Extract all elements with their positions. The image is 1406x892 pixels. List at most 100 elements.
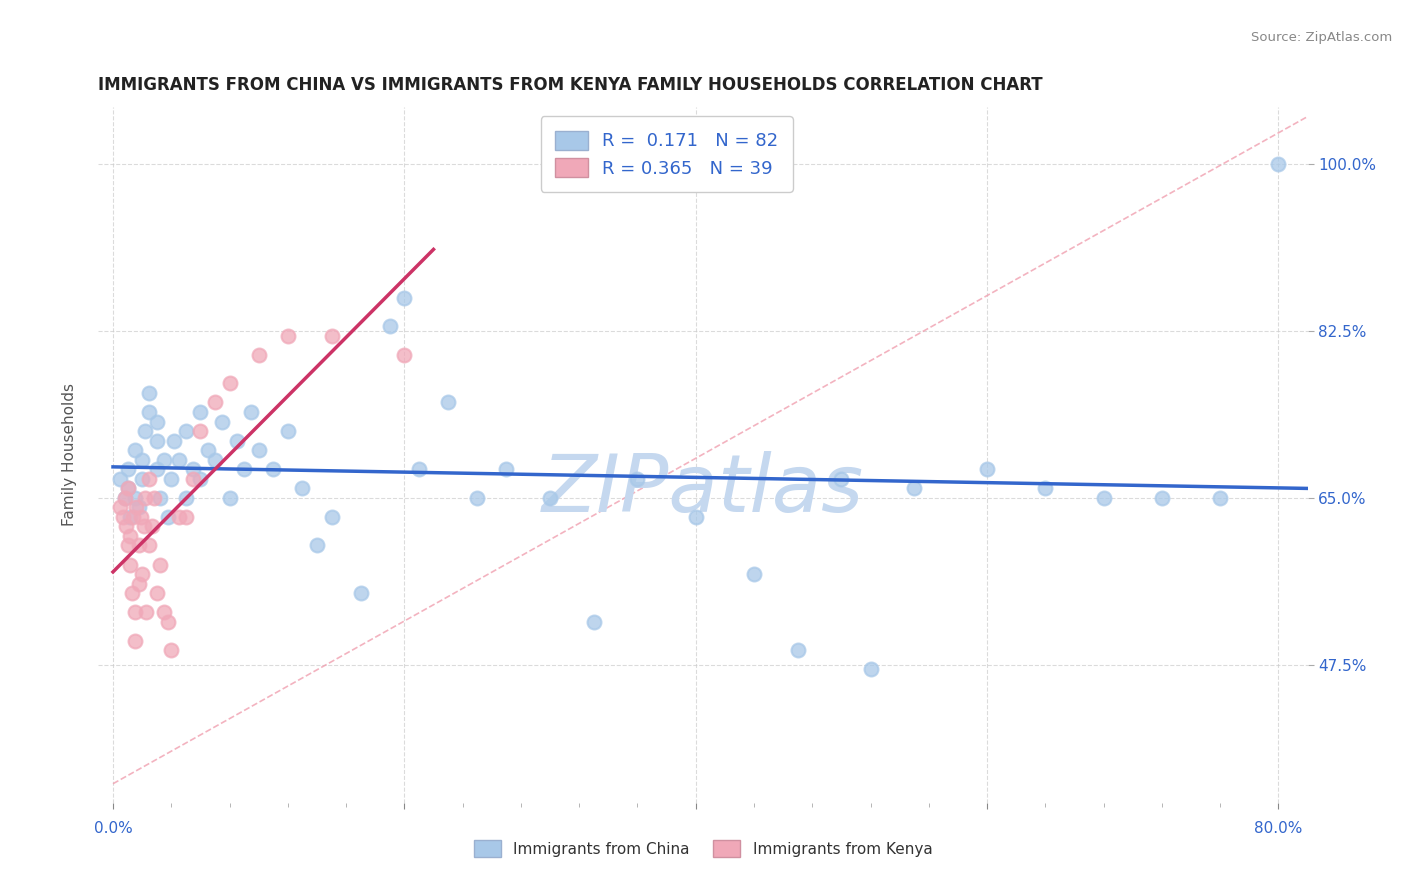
Text: Source: ZipAtlas.com: Source: ZipAtlas.com (1251, 31, 1392, 45)
Point (124, 633, 146, 648)
Point (145, 462, 167, 476)
Point (181, 472, 204, 486)
Point (247, 348, 270, 362)
Legend: Immigrants from China, Immigrants from Kenya: Immigrants from China, Immigrants from K… (465, 833, 941, 864)
Point (174, 491, 197, 505)
Point (128, 500, 150, 515)
Point (117, 481, 139, 495)
Point (174, 509, 197, 524)
Point (153, 605, 176, 619)
Point (305, 539, 328, 553)
Point (138, 539, 160, 553)
Point (124, 491, 146, 505)
Point (115, 519, 138, 533)
Point (160, 643, 183, 657)
Point (110, 500, 132, 515)
Point (218, 491, 240, 505)
Point (277, 328, 299, 343)
Point (742, 567, 765, 582)
Point (240, 405, 263, 419)
Point (141, 519, 163, 533)
Point (626, 472, 648, 486)
Point (120, 558, 142, 572)
Point (138, 472, 160, 486)
Point (181, 462, 204, 476)
Point (134, 491, 156, 505)
Point (830, 472, 852, 486)
Point (142, 491, 165, 505)
Point (121, 586, 143, 600)
Point (321, 328, 343, 343)
Point (321, 509, 343, 524)
Point (437, 395, 460, 409)
Point (128, 576, 150, 591)
Point (145, 415, 167, 429)
Point (204, 452, 226, 467)
Point (129, 509, 152, 524)
Point (211, 415, 233, 429)
Point (685, 509, 707, 524)
Point (167, 509, 190, 524)
Text: 0.0%: 0.0% (94, 822, 132, 837)
Point (157, 509, 180, 524)
Point (114, 491, 136, 505)
Point (1033, 481, 1056, 495)
Point (408, 462, 430, 476)
Point (1209, 491, 1232, 505)
Point (190, 405, 212, 419)
Point (117, 462, 139, 476)
Point (233, 462, 256, 476)
Point (124, 605, 146, 619)
Text: 80.0%: 80.0% (1254, 822, 1302, 837)
Point (204, 395, 226, 409)
Point (131, 452, 153, 467)
Point (149, 491, 172, 505)
Point (131, 472, 153, 486)
Point (465, 491, 488, 505)
Point (582, 615, 605, 629)
Point (157, 615, 180, 629)
Point (138, 386, 160, 401)
Point (131, 567, 153, 582)
Point (225, 434, 247, 448)
Point (495, 462, 517, 476)
Point (149, 558, 172, 572)
Point (124, 443, 146, 458)
Point (786, 643, 808, 657)
Point (197, 443, 219, 458)
Point (190, 424, 212, 438)
Point (135, 605, 157, 619)
Point (174, 424, 197, 438)
Point (903, 481, 925, 495)
Point (1267, 157, 1289, 171)
Point (163, 434, 186, 448)
Point (538, 491, 561, 505)
Text: IMMIGRANTS FROM CHINA VS IMMIGRANTS FROM KENYA FAMILY HOUSEHOLDS CORRELATION CHA: IMMIGRANTS FROM CHINA VS IMMIGRANTS FROM… (98, 77, 1043, 95)
Point (1092, 491, 1115, 505)
Point (114, 491, 136, 505)
Point (378, 319, 401, 334)
Point (125, 500, 148, 515)
Point (120, 509, 142, 524)
Point (394, 348, 416, 362)
Point (134, 424, 156, 438)
Point (262, 462, 284, 476)
Point (120, 529, 142, 543)
Point (110, 472, 132, 486)
Point (291, 481, 314, 495)
Point (117, 481, 139, 495)
Point (350, 586, 373, 600)
Point (218, 376, 240, 391)
Point (145, 586, 167, 600)
Point (138, 405, 160, 419)
Point (167, 452, 190, 467)
Point (976, 462, 998, 476)
Point (128, 539, 150, 553)
Text: ZIPatlas: ZIPatlas (541, 450, 865, 529)
Point (190, 472, 212, 486)
Y-axis label: Family Households: Family Households (62, 384, 77, 526)
Point (277, 424, 299, 438)
Point (394, 291, 416, 305)
Point (859, 662, 882, 676)
Point (247, 443, 270, 458)
